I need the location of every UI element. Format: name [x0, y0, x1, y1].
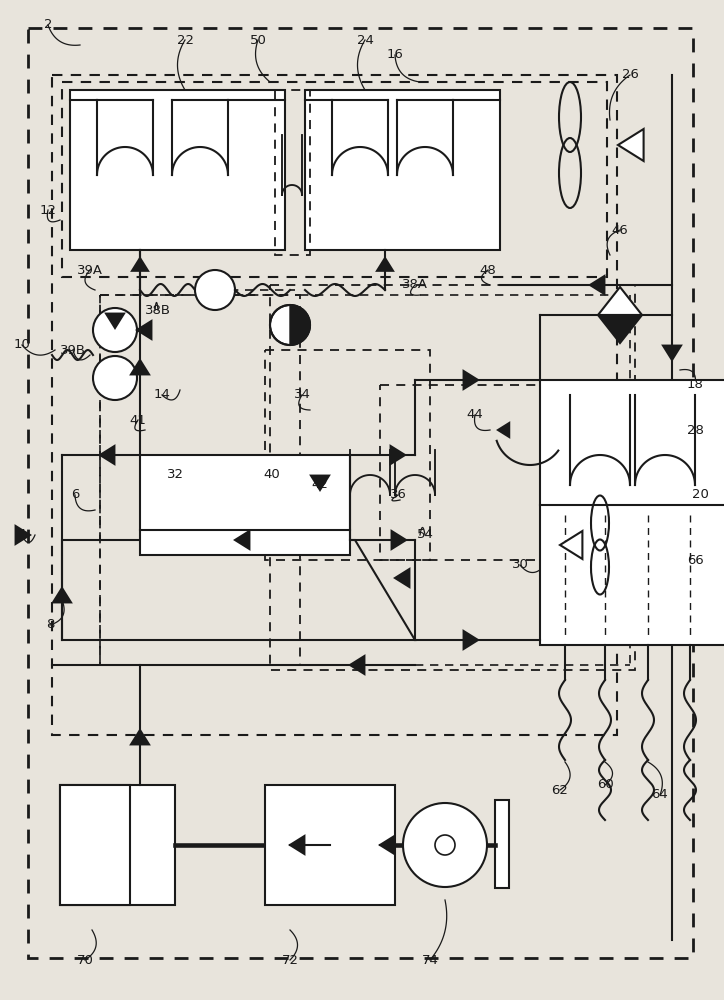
Text: 44: 44	[467, 408, 484, 422]
Bar	[100, 295, 300, 665]
Text: 6: 6	[71, 488, 79, 502]
Text: 34: 34	[293, 388, 311, 401]
Bar	[540, 380, 724, 645]
Bar	[380, 385, 565, 560]
Polygon shape	[590, 276, 605, 294]
Text: 38A: 38A	[402, 278, 428, 292]
Text: 42: 42	[311, 479, 329, 491]
Text: 18: 18	[686, 378, 704, 391]
Polygon shape	[498, 423, 509, 437]
Polygon shape	[106, 314, 124, 328]
Text: 48: 48	[479, 263, 497, 276]
Bar	[60, 785, 175, 905]
Polygon shape	[395, 569, 409, 587]
Polygon shape	[311, 476, 329, 490]
Bar	[270, 285, 635, 670]
Text: 14: 14	[153, 388, 170, 401]
Text: 26: 26	[622, 68, 639, 82]
Polygon shape	[290, 305, 310, 345]
Polygon shape	[611, 326, 629, 340]
Text: 64: 64	[652, 788, 668, 802]
Polygon shape	[392, 531, 406, 549]
Bar	[265, 785, 395, 905]
Text: 32: 32	[167, 468, 183, 482]
Bar	[305, 90, 500, 250]
Polygon shape	[100, 446, 114, 464]
Text: 38B: 38B	[145, 304, 171, 316]
Bar	[275, 90, 310, 255]
Polygon shape	[53, 588, 71, 602]
Bar	[70, 90, 285, 250]
Bar	[495, 800, 509, 888]
Text: 16: 16	[387, 48, 403, 62]
Polygon shape	[598, 287, 642, 315]
Text: 20: 20	[691, 488, 709, 502]
Bar	[60, 785, 130, 905]
Bar	[140, 455, 350, 555]
Text: 8: 8	[46, 618, 54, 632]
Polygon shape	[380, 836, 395, 854]
Circle shape	[403, 803, 487, 887]
Circle shape	[435, 835, 455, 855]
Text: 2: 2	[43, 18, 52, 31]
Text: 54: 54	[416, 528, 434, 542]
Text: 62: 62	[552, 784, 568, 796]
Polygon shape	[350, 656, 364, 674]
Text: 24: 24	[356, 33, 374, 46]
Text: 4: 4	[18, 528, 26, 542]
Text: 39A: 39A	[77, 263, 103, 276]
Text: 39B: 39B	[60, 344, 86, 357]
Text: 36: 36	[390, 488, 406, 502]
Bar	[52, 75, 617, 735]
Polygon shape	[663, 346, 681, 360]
Text: 50: 50	[250, 33, 266, 46]
Text: 46: 46	[612, 224, 628, 236]
Text: 12: 12	[40, 204, 56, 217]
Text: 10: 10	[14, 338, 30, 352]
Text: 60: 60	[597, 778, 613, 792]
Text: 72: 72	[282, 954, 298, 966]
Polygon shape	[137, 321, 151, 339]
Circle shape	[93, 356, 137, 400]
Polygon shape	[463, 631, 478, 649]
Text: 28: 28	[686, 424, 704, 436]
Circle shape	[93, 308, 137, 352]
Bar	[62, 82, 607, 277]
Polygon shape	[598, 315, 642, 343]
Circle shape	[195, 270, 235, 310]
Polygon shape	[131, 360, 149, 374]
Polygon shape	[391, 446, 405, 464]
Polygon shape	[235, 531, 249, 549]
Polygon shape	[463, 371, 478, 389]
Text: 40: 40	[264, 468, 280, 482]
Text: 22: 22	[177, 33, 193, 46]
Polygon shape	[132, 258, 148, 271]
Polygon shape	[377, 258, 393, 271]
Polygon shape	[16, 526, 30, 544]
Text: 41: 41	[130, 414, 146, 426]
Text: 74: 74	[421, 954, 439, 966]
Polygon shape	[618, 129, 644, 161]
Text: 70: 70	[77, 954, 93, 966]
Bar	[265, 350, 430, 560]
Polygon shape	[560, 531, 582, 559]
Text: 30: 30	[512, 558, 529, 572]
Polygon shape	[290, 836, 304, 854]
Polygon shape	[131, 730, 149, 744]
Circle shape	[270, 305, 310, 345]
Text: 66: 66	[686, 554, 704, 566]
